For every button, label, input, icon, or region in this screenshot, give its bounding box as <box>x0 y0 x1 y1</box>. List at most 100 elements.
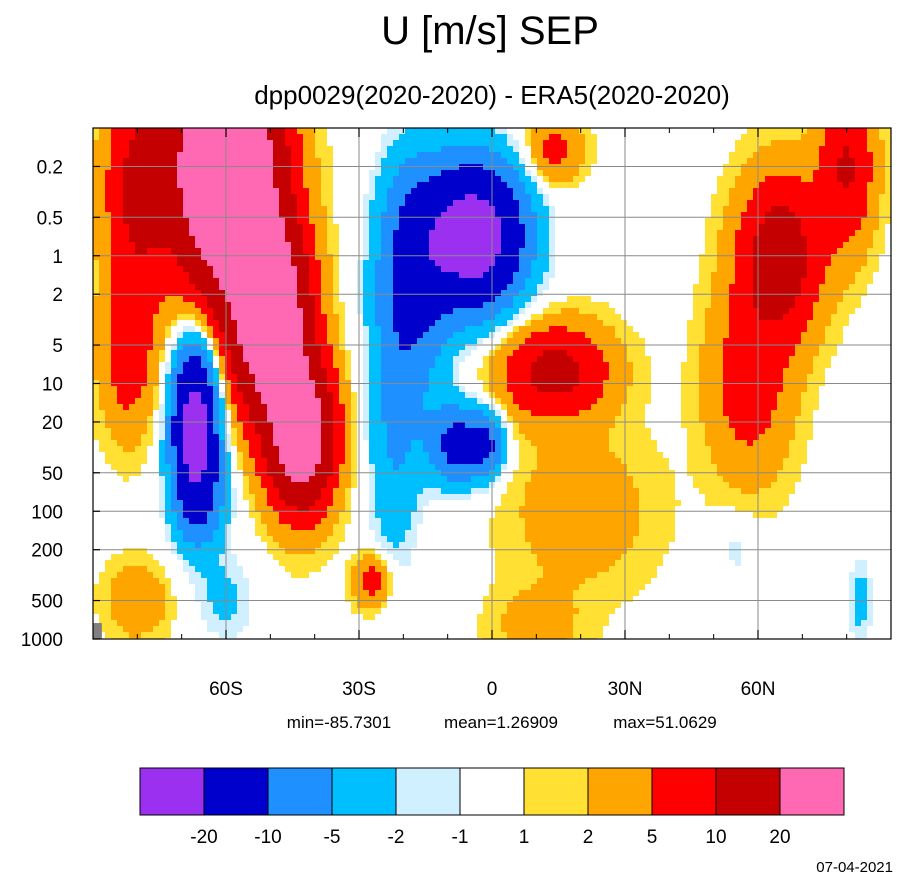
contour-cell <box>807 128 814 135</box>
contour-cell <box>525 212 532 219</box>
contour-cell <box>285 230 292 237</box>
contour-cell <box>93 278 100 285</box>
contour-cell <box>345 254 352 261</box>
contour-cell <box>885 290 891 297</box>
contour-cell <box>339 128 346 135</box>
contour-cell <box>801 272 808 279</box>
contour-cell <box>567 218 574 225</box>
contour-cell <box>681 152 688 159</box>
contour-cell <box>279 236 286 243</box>
contour-cell <box>771 332 778 339</box>
contour-cell <box>381 254 388 261</box>
contour-cell <box>465 260 472 267</box>
contour-cell <box>459 164 466 171</box>
contour-cell <box>693 194 700 201</box>
contour-cell <box>759 194 766 201</box>
contour-cell <box>387 194 394 201</box>
contour-cell <box>351 140 358 147</box>
contour-cell <box>627 314 634 321</box>
contour-cell <box>225 326 232 333</box>
contour-cell <box>435 206 442 213</box>
contour-cell <box>843 176 850 183</box>
contour-cell <box>291 224 298 231</box>
contour-cell <box>303 296 310 303</box>
contour-cell <box>849 266 856 273</box>
contour-cell <box>225 200 232 207</box>
contour-cell <box>681 290 688 297</box>
contour-cell <box>477 134 484 141</box>
contour-cell <box>681 302 688 309</box>
contour-cell <box>285 302 292 309</box>
contour-cell <box>615 224 622 231</box>
contour-cell <box>471 308 478 315</box>
contour-cell <box>189 128 196 135</box>
contour-cell <box>195 296 202 303</box>
contour-cell <box>159 314 166 321</box>
contour-cell <box>675 164 682 171</box>
contour-cell <box>177 248 184 255</box>
contour-cell <box>165 176 172 183</box>
contour-cell <box>213 332 220 339</box>
contour-cell <box>465 254 472 261</box>
contour-cell <box>753 128 760 135</box>
contour-cell <box>615 308 622 315</box>
contour-cell <box>345 320 352 327</box>
contour-cell <box>177 236 184 243</box>
contour-cell <box>717 326 724 333</box>
contour-cell <box>297 248 304 255</box>
contour-cell <box>663 140 670 147</box>
contour-cell <box>471 260 478 267</box>
contour-cell <box>483 134 490 141</box>
contour-cell <box>681 140 688 147</box>
contour-cell <box>561 314 568 321</box>
contour-cell <box>663 266 670 273</box>
contour-cell <box>105 128 112 135</box>
contour-cell <box>795 170 802 177</box>
contour-cell <box>195 218 202 225</box>
contour-cell <box>735 218 742 225</box>
contour-cell <box>747 236 754 243</box>
contour-cell <box>783 326 790 333</box>
contour-cell <box>441 200 448 207</box>
contour-cell <box>159 350 166 357</box>
contour-cell <box>465 290 472 297</box>
contour-cell <box>423 284 430 291</box>
contour-cell <box>423 206 430 213</box>
contour-cell <box>747 254 754 261</box>
contour-cell <box>183 164 190 171</box>
contour-cell <box>729 278 736 285</box>
contour-cell <box>513 350 520 357</box>
contour-cell <box>831 134 838 141</box>
contour-cell <box>597 176 604 183</box>
contour-cell <box>351 224 358 231</box>
contour-cell <box>243 164 250 171</box>
contour-cell <box>219 200 226 207</box>
contour-cell <box>243 128 250 135</box>
contour-cell <box>621 236 628 243</box>
contour-cell <box>567 158 574 165</box>
contour-cell <box>189 332 196 339</box>
contour-cell <box>381 182 388 189</box>
contour-cell <box>711 242 718 249</box>
contour-cell <box>213 152 220 159</box>
contour-cell <box>549 308 556 315</box>
contour-cell <box>141 218 148 225</box>
contour-cell <box>849 272 856 279</box>
contour-cell <box>663 236 670 243</box>
contour-cell <box>603 332 610 339</box>
contour-cell <box>399 146 406 153</box>
contour-cell <box>609 140 616 147</box>
contour-cell <box>387 266 394 273</box>
contour-cell <box>453 278 460 285</box>
contour-cell <box>447 224 454 231</box>
contour-cell <box>579 260 586 267</box>
contour-cell <box>309 338 316 345</box>
contour-cell <box>741 326 748 333</box>
contour-cell <box>657 200 664 207</box>
contour-cell <box>807 236 814 243</box>
contour-cell <box>633 284 640 291</box>
contour-cell <box>633 260 640 267</box>
contour-cell <box>165 200 172 207</box>
contour-cell <box>171 134 178 141</box>
contour-cell <box>483 326 490 333</box>
